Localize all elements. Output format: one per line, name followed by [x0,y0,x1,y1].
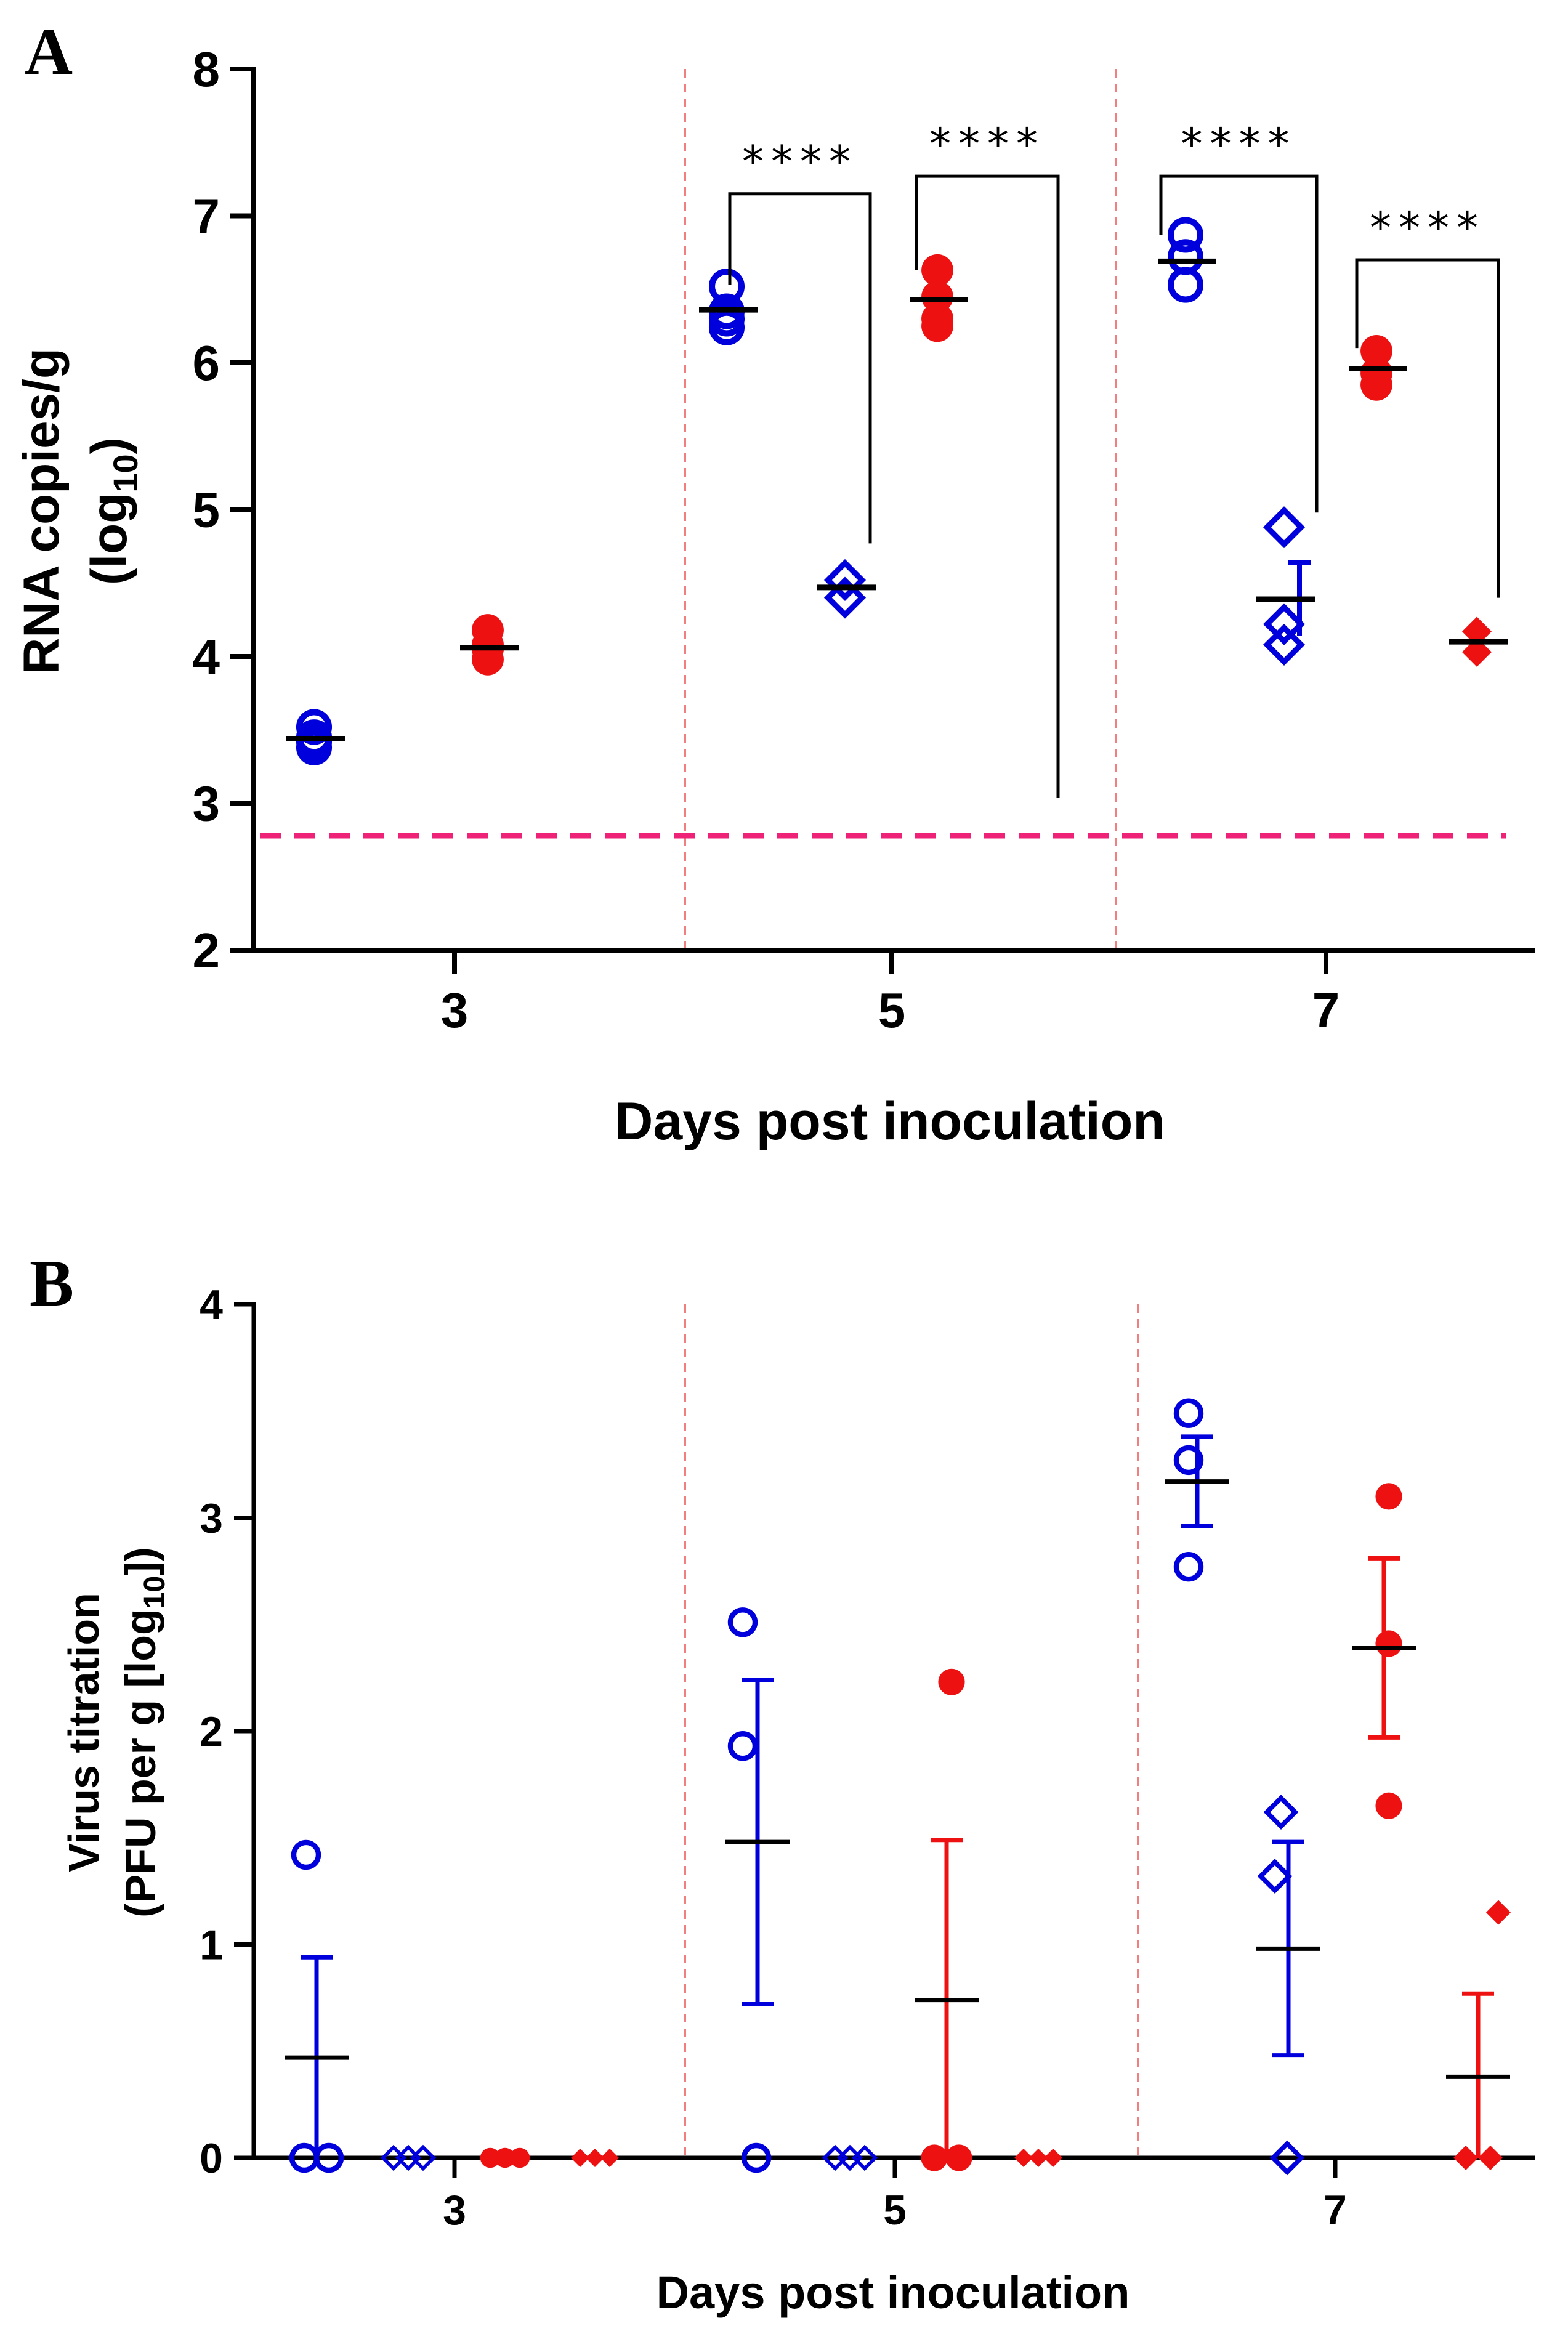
panel-b-data-point [480,2147,501,2168]
panel-a-data-point [823,576,867,619]
panel-a-data-point [708,301,745,337]
panel-a-x-tick-label: 3 [441,983,469,1038]
panel-a-data-point [921,280,953,313]
panel-b-x-tick-label: 3 [443,2187,466,2234]
panel-a-y-tick-label: 4 [193,629,220,684]
panel-b-data-point [1173,1445,1204,1476]
panel-b-data-point [851,2144,878,2171]
panel-b-data-point [1014,2149,1033,2167]
panel-a-data-point [1462,637,1492,667]
panel-a-significance-bracket [1355,258,1500,598]
panel-a-significance-bracket [915,174,1060,798]
panel-b-data-point [1173,1551,1204,1582]
panel-a: A RNA copies/g (log10) Days post inocula… [14,15,1535,1151]
panel-a-data-point [1263,506,1306,549]
panel-b-data-point [600,2149,619,2167]
panel-b-y-axis-title: Virus titration (PFU per g [log10]) [60,1547,171,1918]
panel-a-data-point [1263,623,1306,666]
panel-a-data-point [1167,267,1204,303]
panel-b-data-point [1375,1630,1402,1657]
panel-a-y-tick-label: 7 [193,189,220,244]
panel-a-data-point [921,254,953,286]
panel-b-y-axis-title-prefix: (PFU per g [log [116,1609,164,1918]
panel-a-data-point [1462,616,1492,647]
panel-b: B Virus titration (PFU per g [log10]) Da… [30,1247,1535,2318]
panel-b-data-point [586,2149,604,2167]
panel-b-x-axis-title: Days post inoculation [657,2267,1130,2318]
panel-b-data-point [410,2144,437,2171]
panel-b-data-point [1375,1483,1402,1510]
panel-b-data-point [291,1839,321,1870]
panel-b-y-axis-title-suffix: ]) [116,1547,164,1576]
panel-b-data-point [938,1668,965,1695]
panel-b-data-point [495,2147,515,2168]
panel-a-x-tick-label: 7 [1312,983,1340,1038]
panel-b-data-point [571,2149,589,2167]
panel-a-y-axis-title-prefix: (log [81,493,137,585]
panel-a-y-tick-label: 5 [193,483,220,538]
panel-b-y-axis-title-line1: Virus titration [60,1593,108,1872]
panel-a-y-axis-title: RNA copies/g (log10) [14,348,145,674]
panel-b-x-tick-label: 7 [1324,2187,1347,2234]
panel-b-data-point [1375,1792,1402,1819]
panel-a-data-point [296,709,333,745]
panel-b-y-tick-label: 2 [200,1708,223,1755]
panel-b-data-point [741,2142,772,2173]
panel-a-y-tick-label: 3 [193,777,220,831]
panel-a-data-point [1360,368,1392,401]
panel-a-significance-bracket [728,192,872,544]
panel-a-x-axis-title: Days post inoculation [615,1092,1165,1151]
panel-b-data-point [1029,2149,1048,2167]
panel-a-x-tick-label: 5 [878,983,906,1038]
panel-a-data-point [1167,217,1204,253]
panel-a-data-point [1263,603,1306,645]
panel-b-data-point [1263,1795,1299,1830]
panel-a-letter: A [25,15,73,89]
panel-a-significance-bracket [1159,174,1319,513]
panel-a-data-point [823,559,867,602]
panel-a-y-axis-title-suffix: ) [81,437,137,454]
panel-b-data-point [1044,2149,1062,2167]
panel-b-data-point [509,2147,530,2168]
panel-b-y-tick-label: 3 [200,1495,223,1542]
panel-b-y-axis-title-subscript: 10 [139,1576,171,1609]
panel-a-y-axis-title-line1: RNA copies/g [14,348,70,674]
panel-b-y-tick-label: 0 [200,2135,223,2182]
panel-b-data-point [1269,2140,1305,2176]
panel-a-y-tick-label: 8 [193,42,220,97]
panel-a-y-axis-title-line2: (log10) [81,437,145,585]
panel-b-x-tick-label: 5 [883,2187,907,2234]
panel-b-data-point [1486,1900,1511,1925]
panel-a-significance-label: **** [929,119,1045,169]
panel-b-y-axis-title-line2: (PFU per g [log10]) [116,1547,171,1918]
panel-a-significance-label: **** [1370,203,1485,253]
panel-b-data-point [727,1731,758,1761]
panel-b-data-point [945,2144,972,2171]
panel-a-significance-label: **** [742,137,858,187]
panel-a-y-axis-title-subscript: 10 [106,454,145,492]
panel-b-data-point [921,2144,948,2171]
panel-b-data-point [1453,2146,1478,2170]
panel-b-y-tick-label: 1 [200,1922,223,1969]
panel-b-data-point [1257,1859,1293,1894]
panel-b-letter: B [30,1247,74,1320]
panel-a-data-point [472,629,504,661]
panel-a-significance-label: **** [1181,119,1297,169]
panel-a-y-tick-label: 2 [193,923,220,978]
panel-a-y-tick-label: 6 [193,336,220,390]
panel-b-data-point [1173,1398,1204,1428]
panel-a-data-point [921,310,953,342]
panel-b-data-point [727,1607,758,1637]
panel-b-y-tick-label: 4 [200,1282,223,1328]
panel-a-data-point [1360,335,1392,367]
panel-b-data-point [1478,2146,1503,2170]
panel-a-data-point [296,729,333,765]
